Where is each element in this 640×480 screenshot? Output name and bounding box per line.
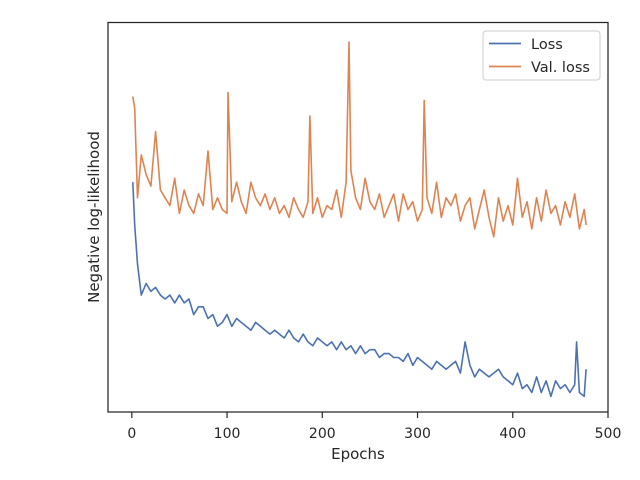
y-axis-label: Negative log-likelihood — [85, 131, 103, 303]
x-tick-label: 500 — [595, 426, 622, 442]
plot-frame — [107, 21, 609, 413]
x-axis: 0 100 200 300 400 500 — [127, 412, 621, 442]
series-layer — [132, 41, 587, 398]
x-tick-label: 300 — [404, 426, 431, 442]
x-tick-label: 0 — [127, 426, 136, 442]
series-line-loss — [132, 182, 587, 398]
legend: Loss Val. loss — [482, 30, 601, 81]
x-tick-label: 100 — [214, 426, 241, 442]
series-line-val-loss — [132, 41, 587, 238]
x-tick-label: 400 — [499, 426, 526, 442]
legend-label-loss: Loss — [531, 37, 563, 53]
legend-label-val-loss: Val. loss — [531, 60, 590, 76]
x-tick-label: 200 — [309, 426, 336, 442]
x-axis-label: Epochs — [331, 445, 385, 463]
